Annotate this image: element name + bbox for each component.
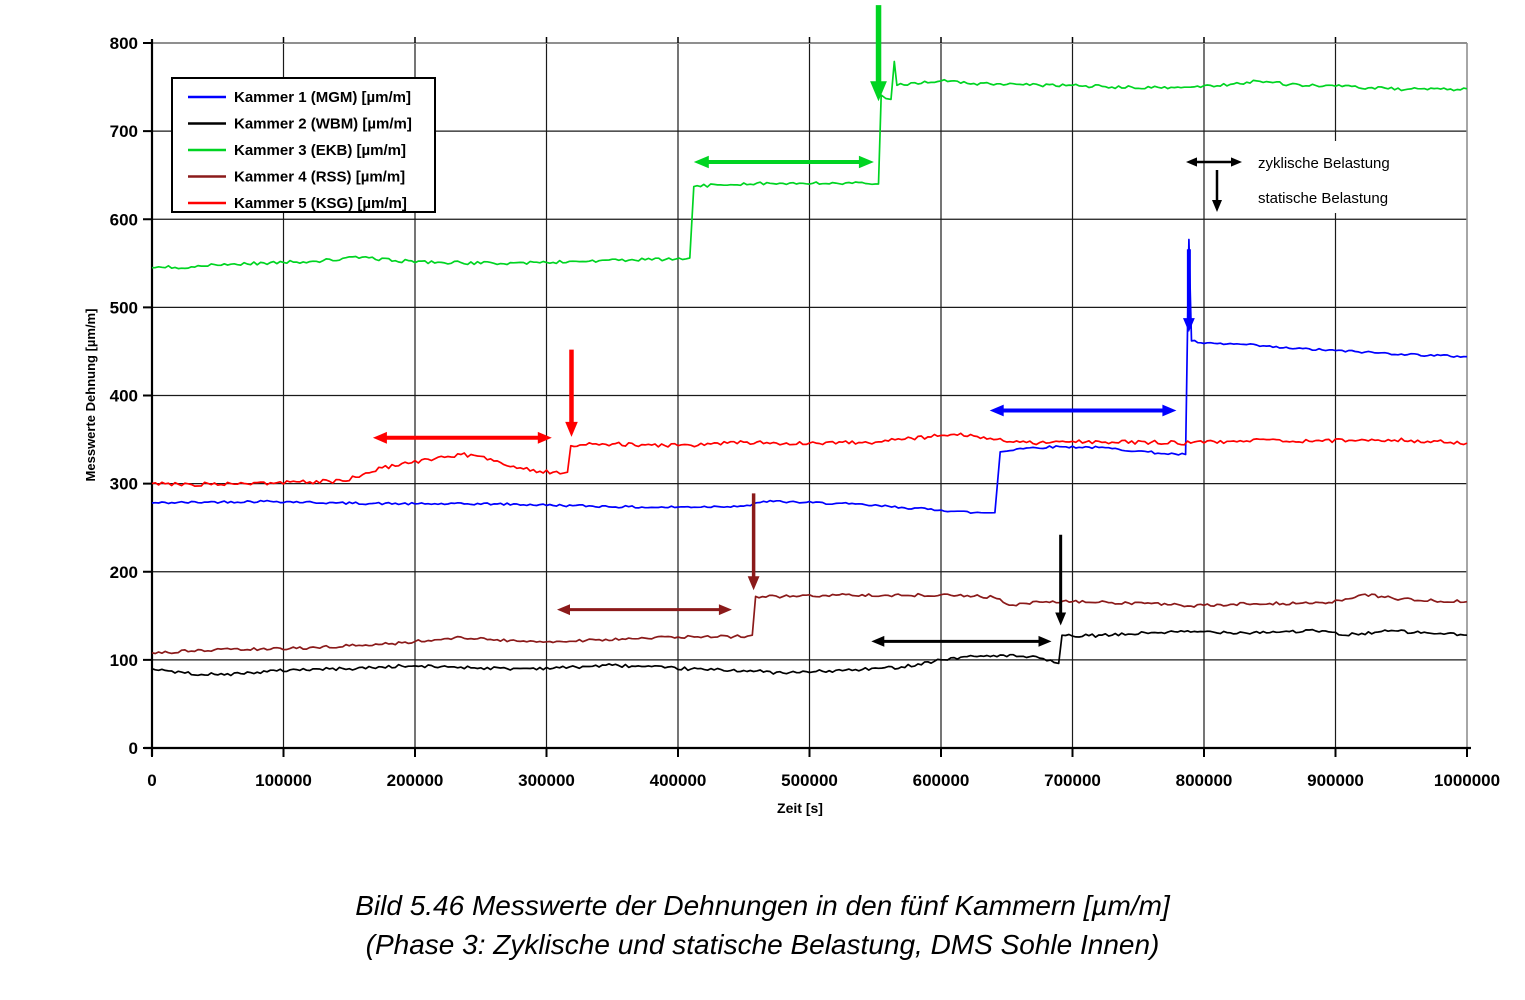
annotation-key-cyclic-arrow-icon-head — [1231, 157, 1242, 167]
annotation-key-static-arrow-icon-head — [1212, 200, 1222, 212]
cyclic-load-arrow-head — [1162, 404, 1177, 417]
x-tick-label: 1000000 — [1434, 771, 1500, 790]
x-tick-label: 900000 — [1307, 771, 1364, 790]
annotation-key-cyclic-arrow-icon-head — [1186, 157, 1197, 167]
caption-line-1: Bild 5.46 Messwerte der Dehnungen in den… — [355, 890, 1170, 921]
annotation-key-cyclic-label: zyklische Belastung — [1258, 155, 1390, 172]
legend-label: Kammer 3 (EKB) [µm/m] — [234, 142, 406, 159]
legend-label: Kammer 2 (WBM) [µm/m] — [234, 116, 412, 133]
y-tick-label: 100 — [110, 651, 138, 670]
legend-item: Kammer 2 (WBM) [µm/m] — [188, 116, 412, 133]
static-load-arrow-head — [1055, 612, 1067, 626]
x-tick-label: 500000 — [781, 771, 838, 790]
static-load-arrow-head — [747, 576, 760, 591]
legend-box — [171, 77, 436, 213]
y-tick-label: 700 — [110, 122, 138, 141]
y-tick-label: 600 — [110, 210, 138, 229]
chart-canvas: 0 100000 200000 300000 400000 500000 600000 700… — [83, 5, 1500, 816]
y-tick-label: 300 — [110, 475, 138, 494]
y-tick-label: 200 — [110, 563, 138, 582]
series-line-kammer-5 — [151, 432, 1468, 487]
cyclic-load-arrow-head — [871, 635, 885, 647]
y-tick-label: 500 — [110, 298, 138, 317]
y-axis-title: Messwerte Dehnung [µm/m] — [83, 309, 98, 482]
cyclic-load-arrow-head — [718, 604, 732, 616]
legend-label: Kammer 4 (RSS) [µm/m] — [234, 169, 405, 186]
x-tick-label: 700000 — [1044, 771, 1101, 790]
legend-item: Kammer 1 (MGM) [µm/m] — [188, 89, 411, 106]
series-line-kammer-3 — [151, 60, 1468, 270]
legend-item: Kammer 5 (KSG) [µm/m] — [188, 195, 407, 212]
series-line-kammer-2 — [151, 628, 1468, 677]
legend-label: Kammer 1 (MGM) [µm/m] — [234, 89, 411, 106]
x-tick-label: 300000 — [518, 771, 575, 790]
x-tick-label: 200000 — [387, 771, 444, 790]
x-tick-label: 800000 — [1176, 771, 1233, 790]
y-tick-label: 800 — [110, 34, 138, 53]
caption-line-2: (Phase 3: Zyklische und statische Belast… — [365, 929, 1160, 960]
y-tick-label: 400 — [110, 387, 138, 406]
legend-item: Kammer 4 (RSS) [µm/m] — [188, 169, 405, 186]
legend-label: Kammer 5 (KSG) [µm/m] — [234, 195, 407, 212]
cyclic-load-arrow-head — [989, 404, 1004, 417]
annotation-key-static-label: statische Belastung — [1258, 190, 1388, 207]
static-load-arrow-head — [565, 421, 578, 437]
cyclic-load-arrow-head — [372, 431, 387, 444]
legend-item: Kammer 3 (EKB) [µm/m] — [188, 142, 406, 159]
cyclic-load-arrow-head — [858, 155, 874, 169]
x-tick-label: 0 — [147, 771, 156, 790]
figure-caption: Bild 5.46 Messwerte der Dehnungen in den… — [0, 886, 1525, 964]
series-line-kammer-1 — [151, 238, 1468, 514]
cyclic-load-arrow-head — [1038, 635, 1052, 647]
x-tick-label: 100000 — [255, 771, 312, 790]
cyclic-load-arrow-head — [537, 431, 552, 444]
x-tick-label: 600000 — [913, 771, 970, 790]
cyclic-load-arrow-head — [693, 155, 709, 169]
series-line-kammer-4 — [151, 592, 1468, 655]
x-tick-label: 400000 — [650, 771, 707, 790]
cyclic-load-arrow-head — [557, 604, 570, 616]
static-load-arrow-head — [870, 81, 887, 102]
annotation-key-backing — [1250, 141, 1436, 213]
y-tick-label: 0 — [129, 739, 138, 758]
static-load-arrow-head — [1183, 318, 1195, 333]
x-axis-title: Zeit [s] — [777, 800, 823, 816]
